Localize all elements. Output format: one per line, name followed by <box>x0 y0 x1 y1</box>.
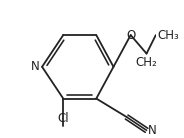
Text: O: O <box>126 29 135 42</box>
Text: CH₂: CH₂ <box>136 56 158 69</box>
Text: N: N <box>148 124 157 137</box>
Text: Cl: Cl <box>57 112 69 125</box>
Text: CH₃: CH₃ <box>157 29 179 42</box>
Text: N: N <box>31 60 39 73</box>
